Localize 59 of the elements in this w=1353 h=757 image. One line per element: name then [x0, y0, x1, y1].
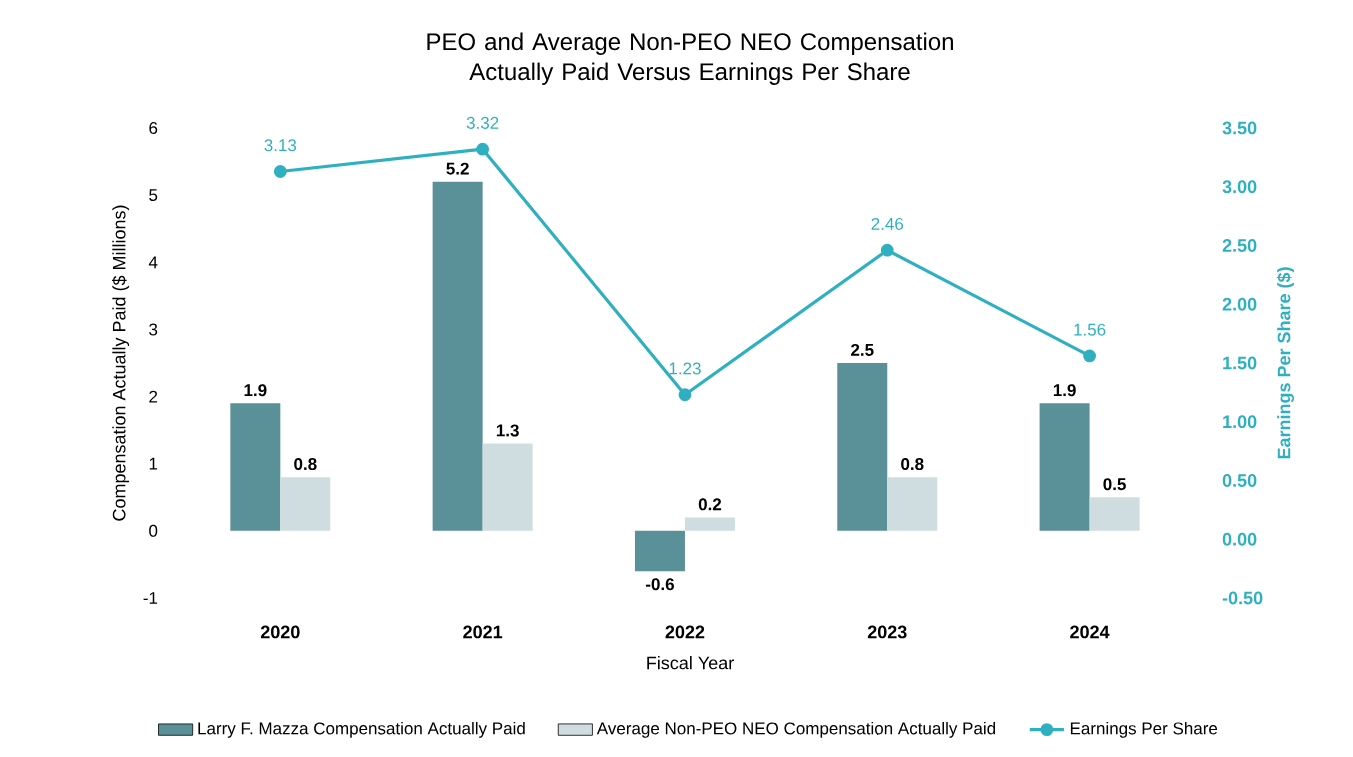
legend-label: Larry F. Mazza Compensation Actually Paid	[198, 721, 525, 738]
data-label: 1.23	[669, 362, 701, 375]
x-axis-title: Fiscal Year	[647, 656, 734, 670]
point	[678, 388, 692, 402]
y2-tick-label: 2.50	[1222, 239, 1257, 252]
y2-tick-label: 1.00	[1223, 415, 1257, 429]
bar	[684, 517, 735, 531]
point	[1083, 349, 1096, 363]
chart-title: PEO and Average Non-PEO NEO Compensation Actually Paid Versus Earnings Per Share	[427, 32, 953, 85]
data-label: 1.56	[1074, 323, 1106, 336]
y2-tick-label: 3.00	[1222, 180, 1257, 194]
y-tick-label: 0	[149, 524, 158, 537]
legend-label: Average Non-PEO NEO Compensation Actually Paid	[596, 721, 996, 738]
x-tick-label: 2022	[665, 625, 705, 639]
y-tick-label: 3	[149, 323, 158, 336]
legend-label: Earnings Per Share	[1070, 721, 1218, 738]
data-label: 3.32	[466, 116, 499, 129]
bar	[634, 530, 685, 572]
data-label: 0.2	[698, 498, 722, 511]
data-label: 2.5	[851, 343, 874, 356]
data-label: 0.5	[1103, 478, 1126, 491]
y-axis-title: Compensation Actually Paid ($ Millions)	[112, 205, 130, 521]
data-label: 0.8	[294, 458, 317, 471]
y2-axis-title: Earnings Per Share ($)	[1276, 267, 1295, 459]
bar	[887, 477, 938, 531]
x-tick-label: 2024	[1070, 625, 1110, 639]
point	[273, 165, 287, 178]
bar	[280, 477, 331, 531]
data-label: 1.9	[244, 384, 267, 397]
data-label: 1.9	[1053, 384, 1076, 397]
bar	[1039, 403, 1090, 531]
bar	[1089, 497, 1140, 531]
y-tick-label: 5	[149, 189, 158, 202]
bar	[482, 443, 533, 531]
data-label: 0.8	[901, 458, 924, 471]
y-tick-label: 6	[149, 122, 158, 135]
data-label: 1.3	[496, 424, 519, 437]
x-tick-label: 2023	[867, 625, 907, 639]
y2-tick-label: 0.50	[1222, 474, 1257, 487]
bar	[230, 403, 281, 531]
data-label: 3.13	[264, 139, 297, 152]
point	[476, 142, 490, 156]
bar	[837, 363, 888, 531]
y2-tick-label: -0.50	[1222, 591, 1263, 605]
x-tick-label: 2021	[463, 625, 503, 639]
y2-tick-label: 2.00	[1222, 297, 1257, 311]
data-label: -0.6	[645, 578, 674, 591]
data-label: 5.2	[446, 162, 469, 175]
y2-tick-label: 3.50	[1222, 121, 1257, 135]
bar	[432, 181, 483, 531]
point	[880, 243, 894, 257]
y-tick-label: -1	[143, 592, 158, 604]
x-tick-label: 2020	[260, 625, 300, 639]
data-label: 2.46	[871, 217, 904, 230]
y-tick-label: 4	[148, 256, 158, 269]
y-tick-label: 2	[149, 390, 158, 403]
y2-tick-label: 1.50	[1223, 356, 1257, 370]
y2-tick-label: 0.00	[1222, 532, 1257, 546]
y-tick-label: 1	[149, 457, 158, 470]
